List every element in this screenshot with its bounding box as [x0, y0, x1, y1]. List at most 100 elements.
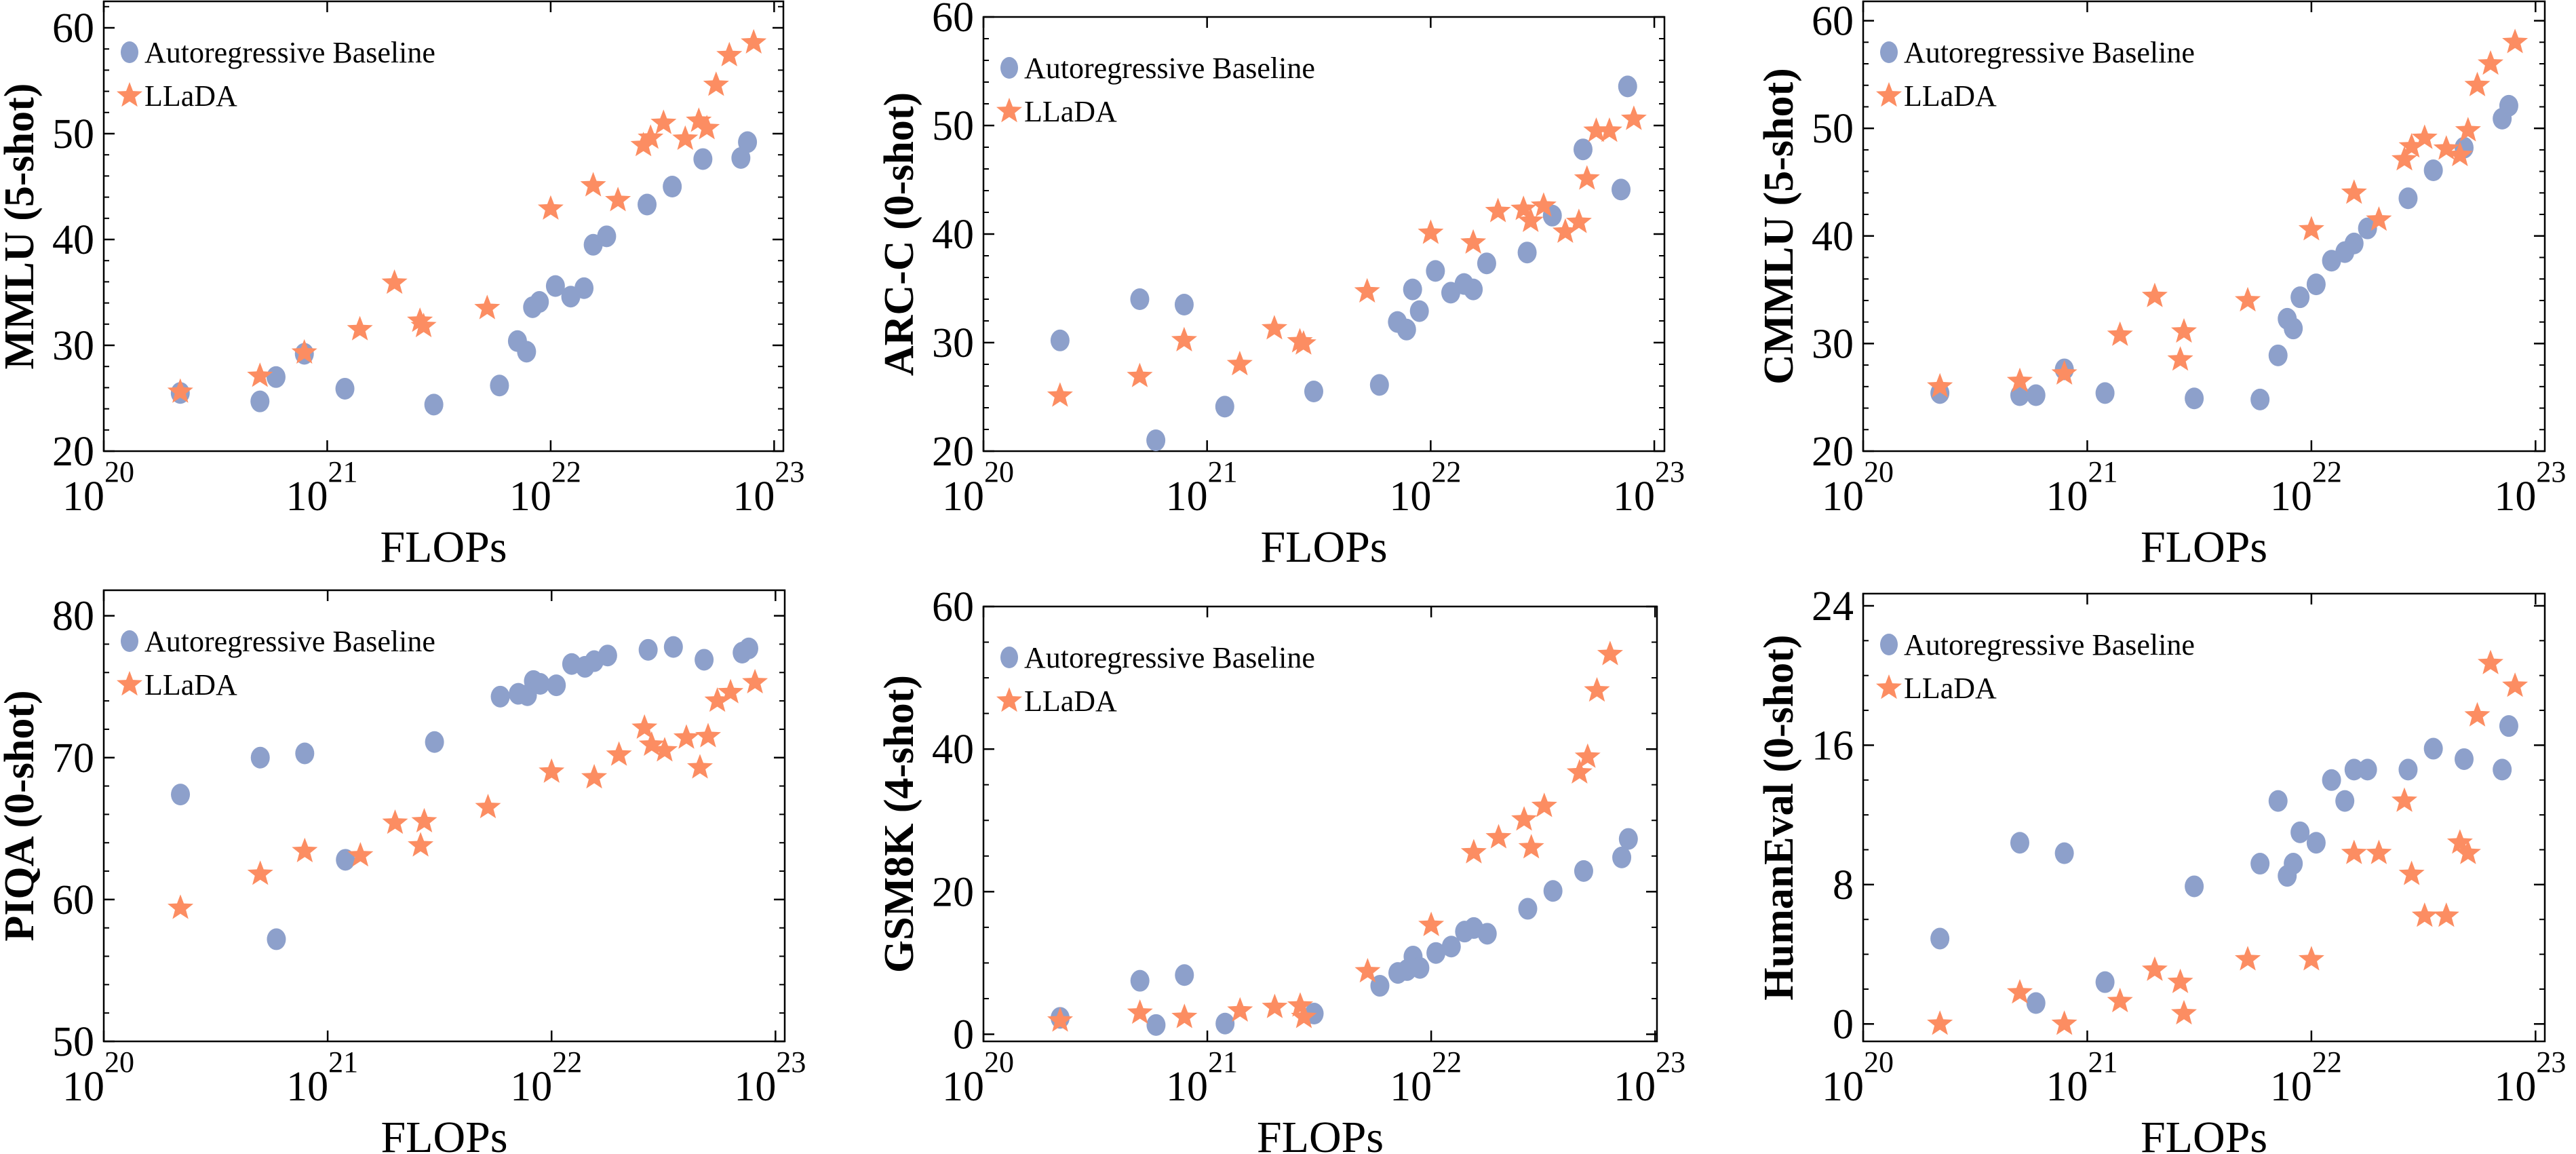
y-axis-label: PIQA (0-shot): [0, 690, 43, 941]
llada-point: [1127, 999, 1153, 1024]
baseline-point: [267, 928, 286, 950]
legend-star-icon: [117, 671, 142, 696]
baseline-point: [1215, 396, 1234, 418]
series-autoregressive-baseline: [171, 636, 758, 950]
baseline-point: [490, 374, 509, 397]
baseline-point: [530, 291, 549, 313]
llada-point: [2141, 282, 2168, 307]
llada-point: [168, 894, 194, 919]
legend-circle-icon: [121, 630, 138, 652]
x-tick-label: 1021: [1166, 455, 1238, 520]
baseline-point: [547, 674, 566, 697]
llada-point: [2341, 839, 2367, 864]
plot-frame: [102, 589, 786, 1043]
x-tick-exponent: 22: [1432, 1045, 1462, 1079]
baseline-point: [2185, 387, 2204, 410]
llada-point: [292, 837, 318, 862]
x-tick-base: 10: [2494, 474, 2536, 520]
llada-point: [2411, 124, 2438, 149]
x-tick-base: 10: [1166, 1064, 1208, 1110]
llada-point: [2398, 860, 2425, 885]
x-tick-base: 10: [1166, 474, 1208, 520]
llada-point: [687, 754, 713, 779]
llada-point: [1596, 117, 1622, 142]
baseline-point: [598, 645, 617, 667]
llada-point: [1290, 330, 1316, 355]
legend: Autoregressive Baseline LLaDA: [1876, 628, 2195, 705]
llada-point: [1418, 911, 1445, 936]
series-llada: [1927, 649, 2529, 1035]
legend-label: Autoregressive Baseline: [144, 36, 435, 69]
x-tick-base: 10: [2046, 474, 2088, 520]
x-axis-label: FLOPs: [2141, 1113, 2267, 1154]
x-tick-exponent: 21: [328, 1045, 358, 1079]
x-tick-base: 10: [62, 474, 104, 520]
baseline-point: [663, 176, 682, 197]
y-tick-label: 60: [52, 877, 94, 923]
baseline-point: [250, 390, 270, 412]
llada-point: [1584, 677, 1610, 702]
x-tick-exponent: 21: [2088, 455, 2118, 488]
baseline-point: [1174, 294, 1194, 315]
x-tick-exponent: 22: [2312, 1045, 2342, 1079]
baseline-point: [1612, 846, 1632, 868]
baseline-point: [2493, 758, 2512, 781]
llada-point: [2051, 1010, 2077, 1035]
plot-frame: [1862, 0, 2546, 453]
llada-point: [2411, 902, 2438, 927]
baseline-point: [295, 742, 315, 765]
llada-point: [1226, 351, 1253, 376]
baseline-point: [1403, 278, 1422, 301]
llada-point: [382, 809, 408, 834]
llada-point: [2298, 216, 2324, 241]
legend-star-icon: [1876, 82, 1902, 107]
baseline-point: [1397, 318, 1416, 341]
llada-point: [537, 195, 564, 220]
x-tick-base: 10: [1614, 1064, 1656, 1110]
x-tick-exponent: 23: [2536, 1045, 2566, 1079]
baseline-point: [1050, 329, 1070, 351]
baseline-point: [1441, 936, 1461, 958]
baseline-point: [1517, 242, 1537, 264]
baseline-point: [2344, 758, 2364, 781]
x-tick-label: 1020: [942, 455, 1014, 520]
llada-point: [2464, 71, 2491, 96]
x-tick-label: 1023: [1614, 1045, 1685, 1110]
y-tick-label: 20: [52, 429, 94, 475]
llada-point: [2366, 839, 2392, 864]
llada-point: [703, 71, 729, 96]
x-tick-label: 1023: [2494, 455, 2566, 520]
baseline-point: [2010, 832, 2029, 854]
llada-point: [718, 678, 744, 704]
y-tick-label: 30: [52, 323, 94, 369]
y-tick-label: 8: [1833, 862, 1854, 908]
x-tick-exponent: 21: [1208, 1045, 1238, 1079]
x-tick-exponent: 22: [2312, 455, 2342, 488]
llada-point: [2006, 979, 2033, 1004]
series-llada: [1047, 105, 1647, 407]
llada-point: [1530, 192, 1557, 217]
baseline-point: [2054, 842, 2074, 864]
baseline-point: [335, 377, 355, 400]
baseline-point: [695, 649, 714, 671]
series-llada: [167, 28, 767, 403]
x-tick-base: 10: [2270, 474, 2312, 520]
legend-label: LLaDA: [144, 79, 237, 113]
x-tick-exponent: 20: [1864, 455, 1894, 488]
y-tick-label: 40: [932, 212, 974, 258]
llada-point: [1620, 105, 1647, 130]
llada-point: [1485, 824, 1512, 849]
llada-point: [1262, 993, 1288, 1018]
legend-circle-icon: [1000, 57, 1018, 79]
baseline-point: [1130, 288, 1150, 310]
x-tick-exponent: 23: [2536, 455, 2566, 488]
llada-point: [1583, 117, 1609, 142]
llada-point: [2433, 135, 2459, 160]
x-tick-base: 10: [942, 1064, 984, 1110]
legend-label: LLaDA: [1024, 95, 1117, 128]
baseline-point: [1215, 1012, 1235, 1035]
baseline-point: [1146, 1014, 1166, 1036]
llada-point: [1460, 229, 1487, 254]
